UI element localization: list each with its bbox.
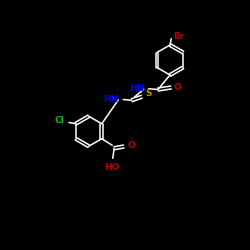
Text: Cl: Cl — [54, 116, 64, 124]
Text: O: O — [127, 141, 135, 150]
Text: HN: HN — [129, 84, 144, 93]
Text: Br: Br — [173, 32, 184, 41]
Text: HN: HN — [104, 94, 119, 104]
Text: O: O — [174, 82, 182, 92]
Text: S: S — [146, 89, 152, 98]
Text: HO: HO — [104, 163, 120, 172]
